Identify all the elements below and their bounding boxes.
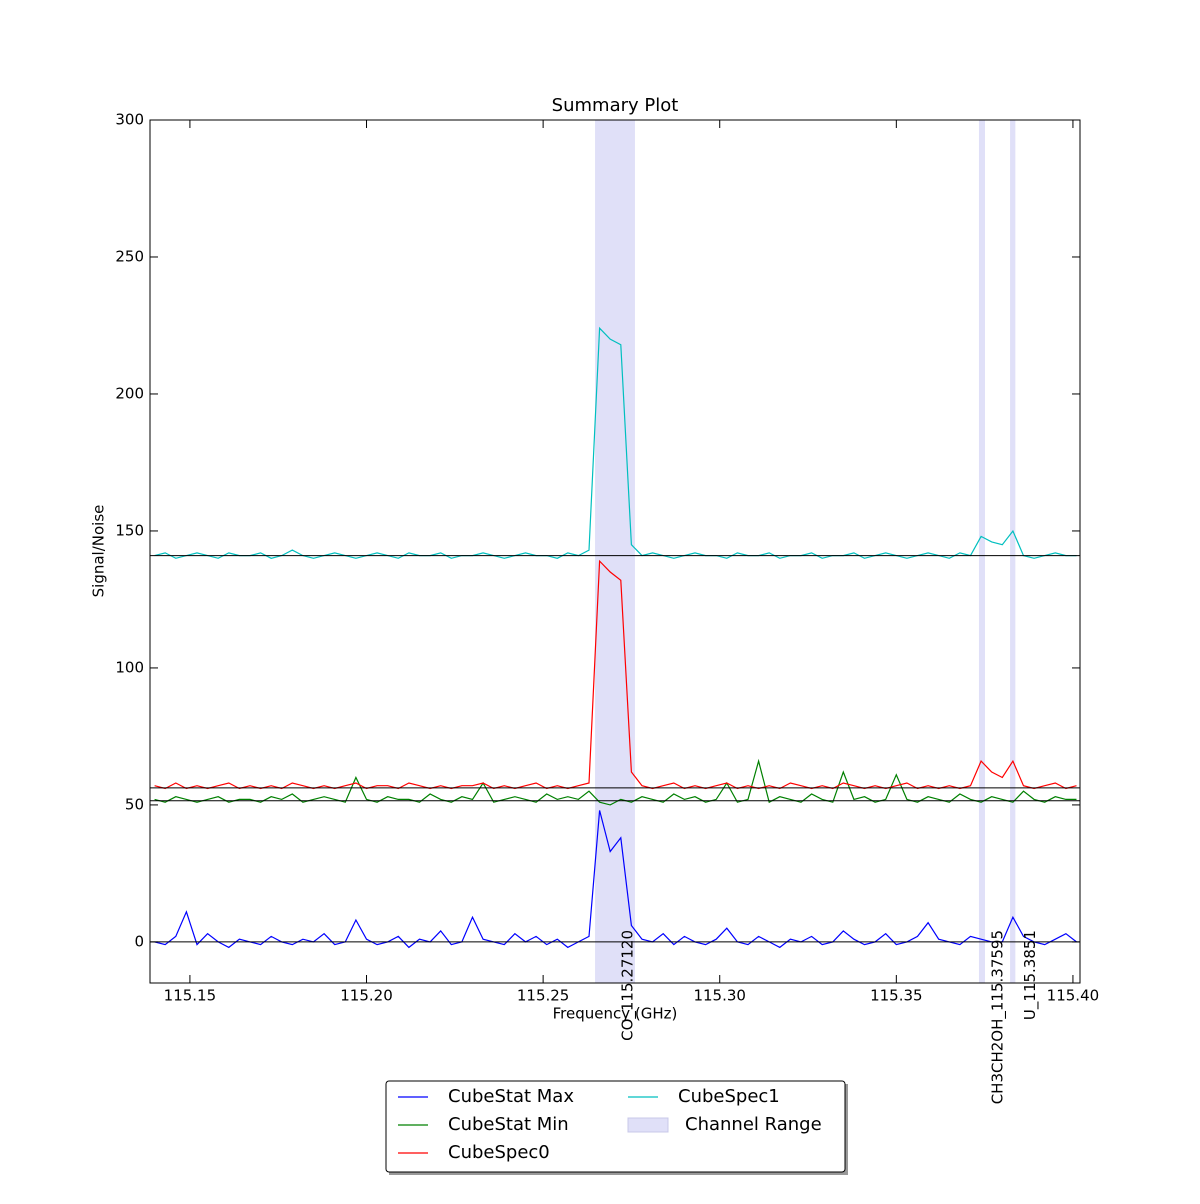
legend: [385, 1080, 846, 1173]
y-tick-label: 250: [115, 247, 144, 265]
y-axis-label: Signal/Noise: [90, 505, 108, 598]
plot-area: [150, 120, 1080, 983]
line-id-label: U_115.3851: [1021, 930, 1040, 1020]
legend-label: CubeSpec0: [448, 1142, 550, 1163]
x-tick-label: 115.30: [693, 987, 746, 1005]
series-line: [154, 810, 1077, 949]
legend-label: CubeSpec1: [678, 1086, 780, 1107]
channel-range: [978, 120, 985, 983]
y-tick-label: 50: [125, 795, 144, 813]
chart-title: Summary Plot: [552, 95, 679, 116]
x-tick-label: 115.35: [870, 987, 923, 1005]
plot-frame: [149, 119, 1081, 984]
line-id-label: CH3CH2OH_115.37595: [988, 930, 1007, 1104]
y-tick-label: 100: [115, 658, 144, 676]
channel-range: [595, 120, 635, 983]
x-tick-label: 115.20: [340, 987, 393, 1005]
y-tick-label: 0: [134, 932, 144, 950]
series-line: [154, 326, 1077, 559]
y-tick-label: 150: [115, 521, 144, 539]
x-tick-label: 115.25: [517, 987, 570, 1005]
x-axis-label: Frequency (GHz): [553, 1005, 678, 1023]
legend-label: Channel Range: [685, 1114, 822, 1135]
legend-label: CubeStat Min: [448, 1114, 569, 1135]
y-tick-label: 200: [115, 384, 144, 402]
series-line: [154, 559, 1077, 790]
line-id-label: CO_115.27120: [619, 930, 638, 1041]
legend-label: CubeStat Max: [448, 1086, 574, 1107]
y-tick-label: 300: [115, 111, 144, 129]
x-tick-label: 115.15: [164, 987, 217, 1005]
x-tick-label: 115.40: [1047, 987, 1100, 1005]
legend-swatch: [627, 1117, 669, 1133]
channel-range: [1010, 120, 1016, 983]
